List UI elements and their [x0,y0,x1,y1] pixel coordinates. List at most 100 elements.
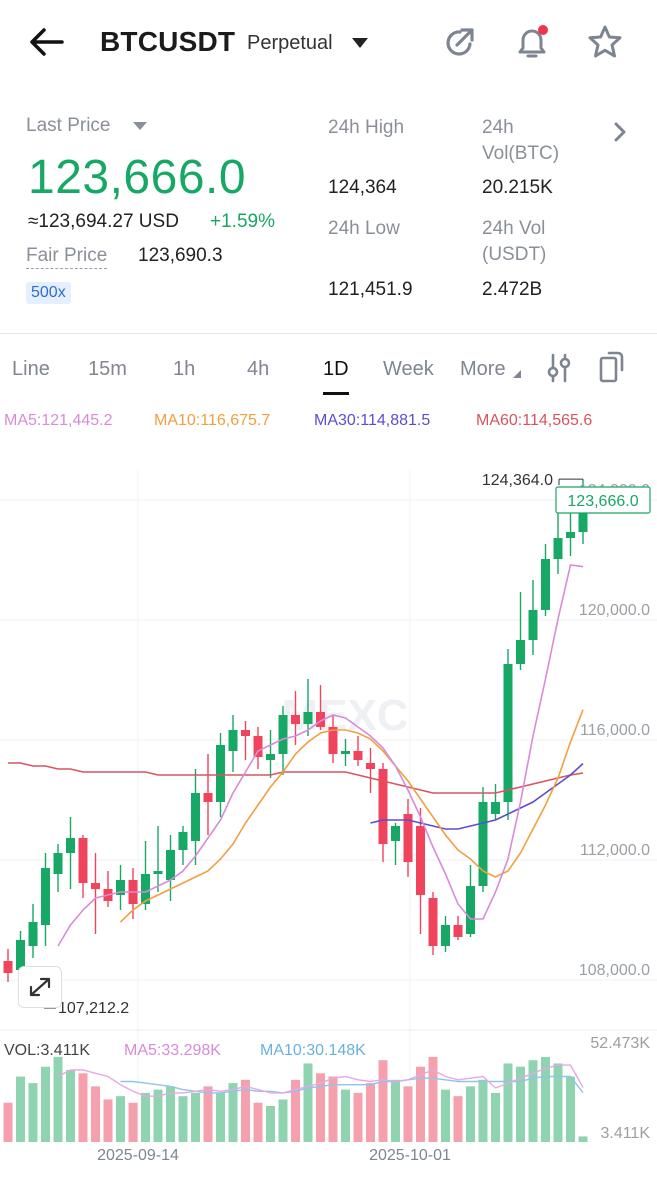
ma10-line [119,709,584,923]
candle-body [428,898,438,946]
volume-bar [78,1073,88,1142]
volume-bar [203,1086,213,1142]
candle-body [553,538,563,559]
volume-bar [3,1102,13,1142]
candle-body [53,853,63,874]
candle-body [541,559,550,610]
volume-bar [191,1092,200,1142]
low-marker-label: 107,212.2 [58,1000,129,1017]
tab-1d[interactable]: 1D [323,358,349,380]
volume-bar [153,1089,163,1142]
candle-body [3,961,13,973]
star-icon[interactable] [585,22,625,62]
share-icon[interactable] [440,22,480,62]
24h-vol-btc-label: 24h Vol(BTC) [482,117,560,164]
candle-body [328,727,338,754]
volume-bar [216,1092,225,1142]
fair-price-value: 123,690.3 [138,245,223,266]
volume-bar [103,1099,113,1142]
usd-price: ≈123,694.27 USD [28,211,179,232]
candle-body [453,925,463,937]
candle-body [91,883,100,889]
tab-15m[interactable]: 15m [88,358,127,380]
bell-icon[interactable] [512,22,552,62]
fair-price-label[interactable]: Fair Price [26,245,108,269]
24h-low-value: 121,451.9 [328,279,413,300]
volume-bar [466,1086,475,1142]
caret-down-icon[interactable] [352,38,368,48]
tab-1h[interactable]: 1h [173,358,196,380]
volume-bar [28,1083,38,1142]
x-axis-label: 2025-09-14 [97,1147,179,1164]
fullscreen-button[interactable] [18,966,62,1008]
volume-bar [503,1063,513,1142]
candle-body [178,832,188,850]
volume-bar [328,1076,338,1142]
candle-body [216,745,225,802]
contract-type-selector[interactable]: Perpetual [247,32,333,54]
tab-more[interactable]: More [460,358,506,380]
vol-ma10-line [120,1075,584,1094]
volume-bar [416,1066,425,1142]
tab-week[interactable]: Week [383,358,434,380]
candle-body [66,838,75,853]
volume-bar [141,1092,150,1142]
candle-body [491,802,500,814]
tab-line[interactable]: Line [12,358,50,380]
volume-bar [541,1056,550,1142]
expand-icon [29,977,51,997]
24h-low-label: 24h Low [328,218,400,239]
candle-body [441,925,450,946]
volume-bar [303,1063,313,1142]
volume-bar [91,1086,100,1142]
candle-body [153,871,163,874]
candle-body [16,940,25,970]
caret-down-icon[interactable] [133,122,147,130]
24h-vol-usdt-label: 24h Vol (USDT) [482,218,547,265]
tab-4h[interactable]: 4h [247,358,270,380]
indicator-settings-icon[interactable] [544,352,574,384]
x-axis-label: 2025-10-01 [369,1147,451,1164]
candle-body [278,715,288,754]
volume-bar [391,1079,400,1142]
active-tab-indicator [323,392,349,395]
candle-body [366,763,375,769]
candle-body [378,769,388,844]
last-price-label[interactable]: Last Price [26,115,111,136]
candle-body [228,730,238,751]
vol-ma5-label: MA5:33.298K [124,1042,221,1059]
candle-body [416,826,425,895]
candle-body [403,814,413,862]
symbol-title[interactable]: BTCUSDT [100,26,236,57]
volume-bar [553,1063,563,1142]
volume-bar [516,1066,525,1142]
candle-body [78,838,88,883]
leverage-badge: 500x [26,282,71,304]
candle-body [303,712,313,724]
dropdown-corner-icon[interactable] [512,369,522,379]
volume-bar [316,1073,325,1142]
candle-body [241,730,250,736]
24h-vol-usdt-value: 2.472B [482,279,543,300]
price-tag-label: 123,666.0 [567,493,638,510]
candle-body [566,532,575,538]
chevron-right-icon[interactable] [610,120,630,144]
volume-bar [166,1086,175,1142]
volume-bar [291,1079,300,1142]
notification-dot [538,25,548,35]
back-arrow-icon[interactable] [22,22,70,62]
volume-bar [353,1092,363,1142]
candle-body [316,712,325,727]
candlestick-chart[interactable]: MEXC 124,000.0120,000.0116,000.0112,000.… [0,470,657,1200]
volume-bar [116,1096,125,1142]
volume-bar [366,1083,375,1142]
candle-body [253,736,263,757]
rotate-screen-icon[interactable] [597,350,627,384]
candle-body [578,500,588,532]
header-bar: BTCUSDT Perpetual [0,0,657,86]
volume-bar [341,1089,350,1142]
high-marker-label: 124,364.0 [482,472,553,489]
candle-body [391,826,400,841]
candle-body [516,640,525,664]
volume-bar [66,1070,75,1142]
